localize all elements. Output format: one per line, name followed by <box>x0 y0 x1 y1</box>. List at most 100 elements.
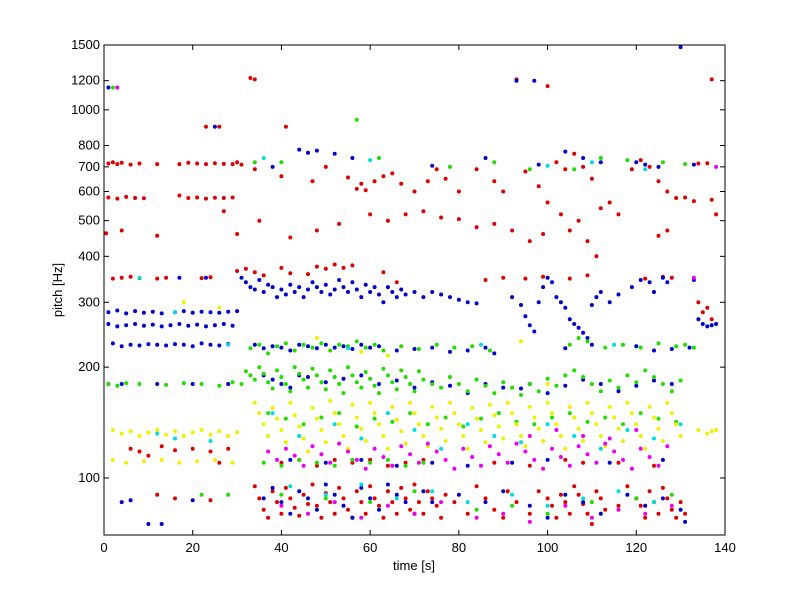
point-yellow <box>527 404 532 409</box>
point-blue <box>288 385 293 390</box>
point-blue <box>421 295 426 300</box>
point-magenta <box>647 455 652 459</box>
point-red <box>616 503 621 508</box>
point-red <box>656 233 661 238</box>
point-red <box>696 161 701 166</box>
point-blue <box>523 314 528 319</box>
point-red <box>261 273 266 278</box>
point-blue <box>283 292 288 297</box>
point-yellow <box>124 460 129 465</box>
point-red <box>208 498 213 503</box>
point-blue <box>279 287 284 292</box>
point-green <box>283 416 288 421</box>
point-green <box>638 345 643 350</box>
point-yellow <box>377 422 381 427</box>
point-blue <box>288 282 293 287</box>
point-green <box>314 460 319 465</box>
point-blue <box>319 290 324 294</box>
point-red <box>665 496 670 501</box>
point-magenta <box>621 457 625 462</box>
point-red <box>106 161 111 166</box>
point-red <box>598 496 603 501</box>
point-blue <box>589 342 594 347</box>
point-red <box>527 239 532 244</box>
point-red <box>221 209 226 214</box>
point-yellow <box>297 424 302 429</box>
point-magenta <box>363 466 368 471</box>
point-green <box>598 389 603 394</box>
point-red <box>616 212 621 217</box>
point-red <box>279 174 284 179</box>
point-yellow <box>652 415 656 420</box>
point-red <box>301 492 306 497</box>
point-red <box>558 212 563 217</box>
point-yellow <box>612 415 617 420</box>
point-yellow <box>501 436 506 441</box>
point-red <box>257 218 262 223</box>
point-red <box>212 161 217 166</box>
point-yellow <box>310 405 315 410</box>
point-yellow <box>594 422 599 427</box>
point-cyan <box>323 492 328 497</box>
point-blue <box>275 295 279 300</box>
point-blue <box>394 295 399 300</box>
point-blue <box>394 348 399 353</box>
point-yellow <box>270 405 275 410</box>
point-blue <box>465 300 470 305</box>
point-green <box>164 382 169 387</box>
point-red <box>385 463 390 468</box>
point-red <box>368 484 373 489</box>
point-blue <box>350 347 355 351</box>
point-red <box>283 124 288 129</box>
point-yellow <box>173 429 177 434</box>
point-yellow <box>141 459 146 464</box>
point-yellow <box>545 400 550 405</box>
point-green <box>470 344 475 349</box>
point-red <box>443 176 448 181</box>
point-red <box>110 160 115 165</box>
point-blue <box>181 342 186 347</box>
point-red <box>385 218 390 223</box>
point-blue <box>394 463 399 468</box>
point-green <box>354 424 359 429</box>
point-red <box>155 276 160 281</box>
point-green <box>239 382 244 386</box>
point-green <box>275 344 279 349</box>
point-green <box>492 391 497 396</box>
point-yellow <box>496 424 501 429</box>
point-red <box>399 181 404 186</box>
point-yellow <box>558 434 563 438</box>
point-blue <box>545 391 550 396</box>
point-red <box>403 496 408 501</box>
point-red <box>638 503 643 508</box>
point-blue <box>394 492 399 497</box>
point-red <box>115 196 120 201</box>
point-green <box>425 422 430 427</box>
point-green <box>252 160 257 165</box>
point-red <box>128 446 133 451</box>
point-blue <box>368 290 373 294</box>
point-yellow <box>483 440 488 445</box>
point-blue <box>279 382 284 386</box>
point-blue <box>545 515 550 520</box>
point-red <box>527 511 532 516</box>
point-magenta <box>306 511 310 516</box>
point-blue <box>430 290 435 294</box>
point-red <box>439 215 444 220</box>
point-blue <box>306 375 310 379</box>
point-yellow <box>261 422 266 427</box>
point-red <box>665 189 670 194</box>
point-yellow <box>665 400 670 405</box>
point-yellow <box>434 415 439 420</box>
point-red <box>106 195 111 200</box>
point-blue <box>261 346 266 351</box>
point-magenta <box>558 455 563 459</box>
point-yellow <box>474 416 479 421</box>
point-red <box>195 195 200 200</box>
point-blue <box>119 500 124 505</box>
point-green <box>199 382 204 386</box>
point-red <box>691 199 696 204</box>
point-red <box>133 196 138 200</box>
point-red <box>483 496 488 501</box>
point-green <box>527 167 532 172</box>
